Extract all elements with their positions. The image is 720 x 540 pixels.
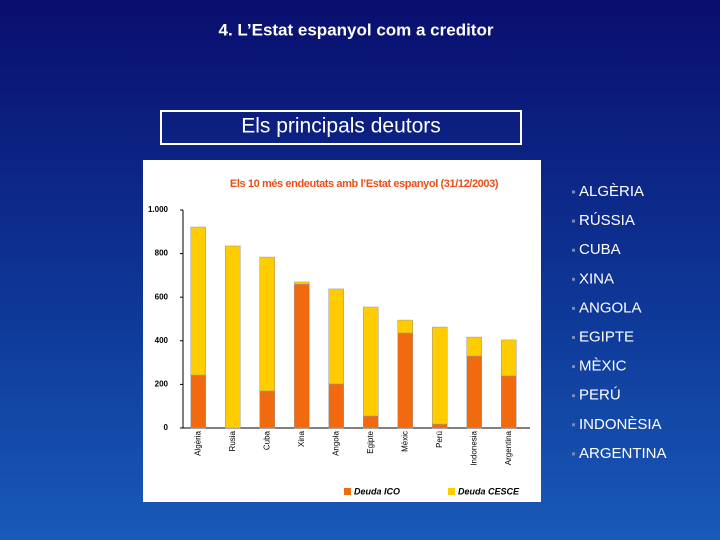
list-item: MÈXIC <box>579 358 627 375</box>
legend-label: Deuda ICO <box>354 486 400 496</box>
heading-box <box>160 110 522 145</box>
x-tick-label: Cuba <box>262 430 271 450</box>
list-item: ARGENTINA <box>579 445 667 462</box>
bullet <box>572 277 575 281</box>
bar-segment <box>328 288 344 385</box>
x-tick-label: Xina <box>297 430 306 447</box>
bullet <box>572 336 575 339</box>
bar-segment <box>432 326 448 425</box>
y-tick-label: 1.000 <box>148 205 169 214</box>
bar-segment <box>397 319 413 334</box>
y-tick-label: 0 <box>164 423 169 432</box>
bullet <box>572 219 575 223</box>
bullet <box>572 423 575 427</box>
bar-segment <box>397 332 413 429</box>
list-item: ANGOLA <box>579 299 642 316</box>
y-tick-label: 200 <box>155 380 169 389</box>
list-item: RÚSSIA <box>579 212 635 229</box>
y-tick-label: 400 <box>155 336 169 345</box>
bullet <box>572 452 575 456</box>
x-tick-label: Mèxic <box>400 431 409 452</box>
bullet <box>572 190 575 194</box>
country-list: ALGÈRIA RÚSSIA CUBA XINA ANGOLA EGIPTE MÈXIC PE… <box>572 183 667 462</box>
bar-segment <box>294 283 310 429</box>
bullet <box>572 394 575 398</box>
legend-swatch <box>448 488 455 495</box>
list-item: ALGÈRIA <box>579 183 644 200</box>
list-item: PERÚ <box>579 387 621 404</box>
heading: Els principals deutors <box>241 115 441 138</box>
y-tick-label: 600 <box>155 292 169 301</box>
legend-label: Deuda CESCE <box>458 486 520 496</box>
bar-segment <box>363 415 379 429</box>
x-tick-label: Rusia <box>228 430 237 451</box>
y-tick-label: 800 <box>155 249 169 258</box>
bar-segment <box>259 390 275 429</box>
bar-segment <box>190 226 206 376</box>
bullet <box>572 365 575 369</box>
bullet <box>572 248 575 252</box>
list-item: EGIPTE <box>579 328 634 345</box>
slide-title: 4. L’Estat espanyol com a creditor <box>219 20 494 39</box>
bar-segment <box>501 339 517 377</box>
legend-swatch <box>344 488 351 495</box>
x-tick-label: Indonesia <box>469 430 478 465</box>
bar-segment <box>432 423 448 429</box>
bar-segment <box>259 256 275 392</box>
bar-segment <box>225 245 241 429</box>
x-tick-label: Perú <box>435 431 444 448</box>
x-tick-label: Algèria <box>193 430 202 455</box>
plot: 0 200 400 600 800 1.000 Algèria Rusia Cuba Xina An… <box>148 205 520 496</box>
bar-segment <box>294 281 310 285</box>
bar-segment <box>190 374 206 429</box>
bar-segment <box>501 375 517 429</box>
bar-segment <box>363 306 379 417</box>
chart-title: Els 10 més endeutats amb l’Estat espanyo… <box>230 178 499 190</box>
list-item: CUBA <box>579 241 621 258</box>
list-item: XINA <box>579 270 614 287</box>
bar-segment <box>466 355 482 429</box>
bullet <box>572 306 575 310</box>
list-item: INDONÈSIA <box>579 416 662 433</box>
x-tick-label: Angola <box>331 430 340 455</box>
bar-segment <box>328 383 344 429</box>
x-tick-label: Argentina <box>504 430 513 465</box>
bar-segment <box>466 336 482 357</box>
x-tick-label: Egipte <box>366 430 375 453</box>
